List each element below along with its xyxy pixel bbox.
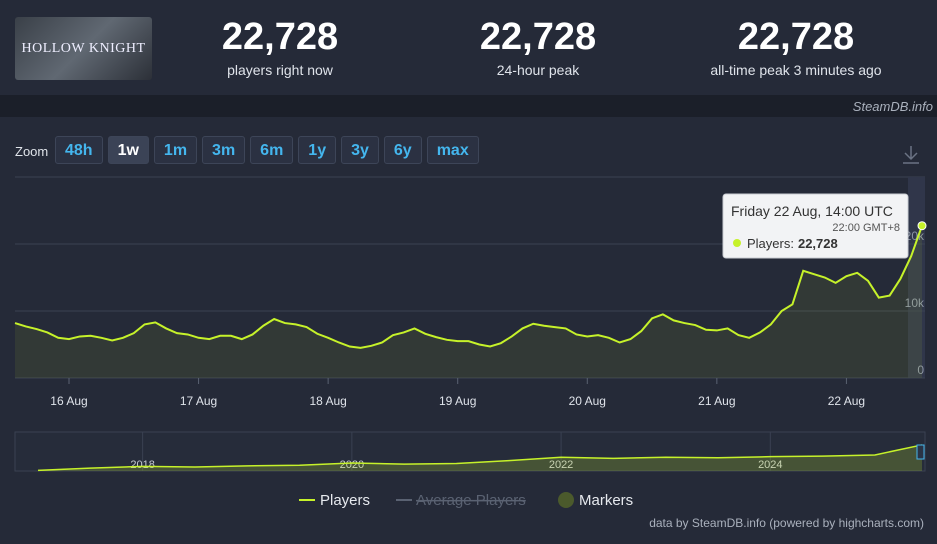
- tooltip-title: Friday 22 Aug, 14:00 UTC: [731, 203, 893, 219]
- stat: 22,728 all-time peak 3 minutes ago: [676, 16, 916, 78]
- tooltip-label: Players:: [747, 236, 794, 251]
- legend-symbol: [558, 492, 574, 508]
- navigator-handle[interactable]: [916, 444, 925, 460]
- x-tick-label: 19 Aug: [439, 394, 476, 408]
- stat-value: 22,728: [479, 16, 597, 58]
- stat-value: 22,728: [221, 16, 339, 58]
- x-tick-label: 22 Aug: [828, 394, 865, 408]
- zoom-button[interactable]: 3m: [202, 136, 246, 164]
- zoom-button[interactable]: 1m: [153, 136, 198, 164]
- navigator-tick-label: 2022: [549, 459, 573, 471]
- stat: 22,728 players right now: [160, 16, 400, 78]
- navigator-tick-label: 2020: [340, 459, 364, 471]
- zoom-button[interactable]: 1y: [298, 136, 337, 164]
- y-tick-label: 0: [917, 363, 924, 377]
- navigator-bg: [14, 431, 926, 472]
- x-tick-label: 16 Aug: [50, 394, 87, 408]
- x-tick-label: 21 Aug: [698, 394, 735, 408]
- y-tick-label: 10k: [905, 296, 925, 310]
- x-tick-label: 18 Aug: [309, 394, 346, 408]
- tooltip-dot: [733, 239, 741, 247]
- game-logo: HOLLOW KNIGHT: [15, 17, 152, 80]
- stat-value: 22,728: [737, 16, 855, 58]
- stat-label: players right now: [227, 62, 333, 78]
- chart-card: [0, 117, 937, 544]
- credit: SteamDB.info: [852, 99, 933, 114]
- zoom-button[interactable]: 6y: [383, 136, 422, 164]
- zoom-buttons: 48h 1w 1m 3m 6m 1y 3y 6y max: [55, 136, 479, 164]
- stat: 22,728 24-hour peak: [418, 16, 658, 78]
- legend-label: Average Players: [416, 492, 526, 509]
- tooltip-row: Players: 22,728: [747, 236, 838, 251]
- zoom-button[interactable]: max: [426, 136, 479, 164]
- zoom-label: Zoom: [15, 144, 49, 159]
- footer: data by SteamDB.info (powered by highcha…: [649, 516, 924, 530]
- stats-card: HOLLOW KNIGHT 22,728 players right now 22…: [0, 0, 937, 95]
- legend-label[interactable]: Players: [320, 492, 370, 509]
- stat-label: all-time peak 3 minutes ago: [710, 62, 882, 78]
- tooltip-value: 22,728: [798, 236, 838, 251]
- zoom-button[interactable]: 3y: [341, 136, 379, 164]
- tooltip: [722, 193, 909, 259]
- x-tick-label: 17 Aug: [180, 394, 217, 408]
- zoom-button[interactable]: 1w: [107, 136, 149, 164]
- navigator-line: [37, 444, 923, 472]
- hover-point: [917, 221, 927, 231]
- line: [14, 225, 923, 349]
- x-tick-label: 20 Aug: [569, 394, 606, 408]
- navigator-area: [38, 444, 922, 471]
- navigator-tick-label: 2018: [130, 459, 154, 471]
- download-icon[interactable]: [903, 146, 919, 164]
- legend-label: Markers: [579, 492, 633, 509]
- stat-label: 24-hour peak: [496, 62, 580, 78]
- zoom-button[interactable]: 6m: [250, 136, 294, 164]
- navigator-tick-label: 2024: [758, 459, 782, 471]
- zoom-button[interactable]: 48h: [55, 136, 103, 164]
- tooltip-local: 22:00 GMT+8: [832, 222, 900, 234]
